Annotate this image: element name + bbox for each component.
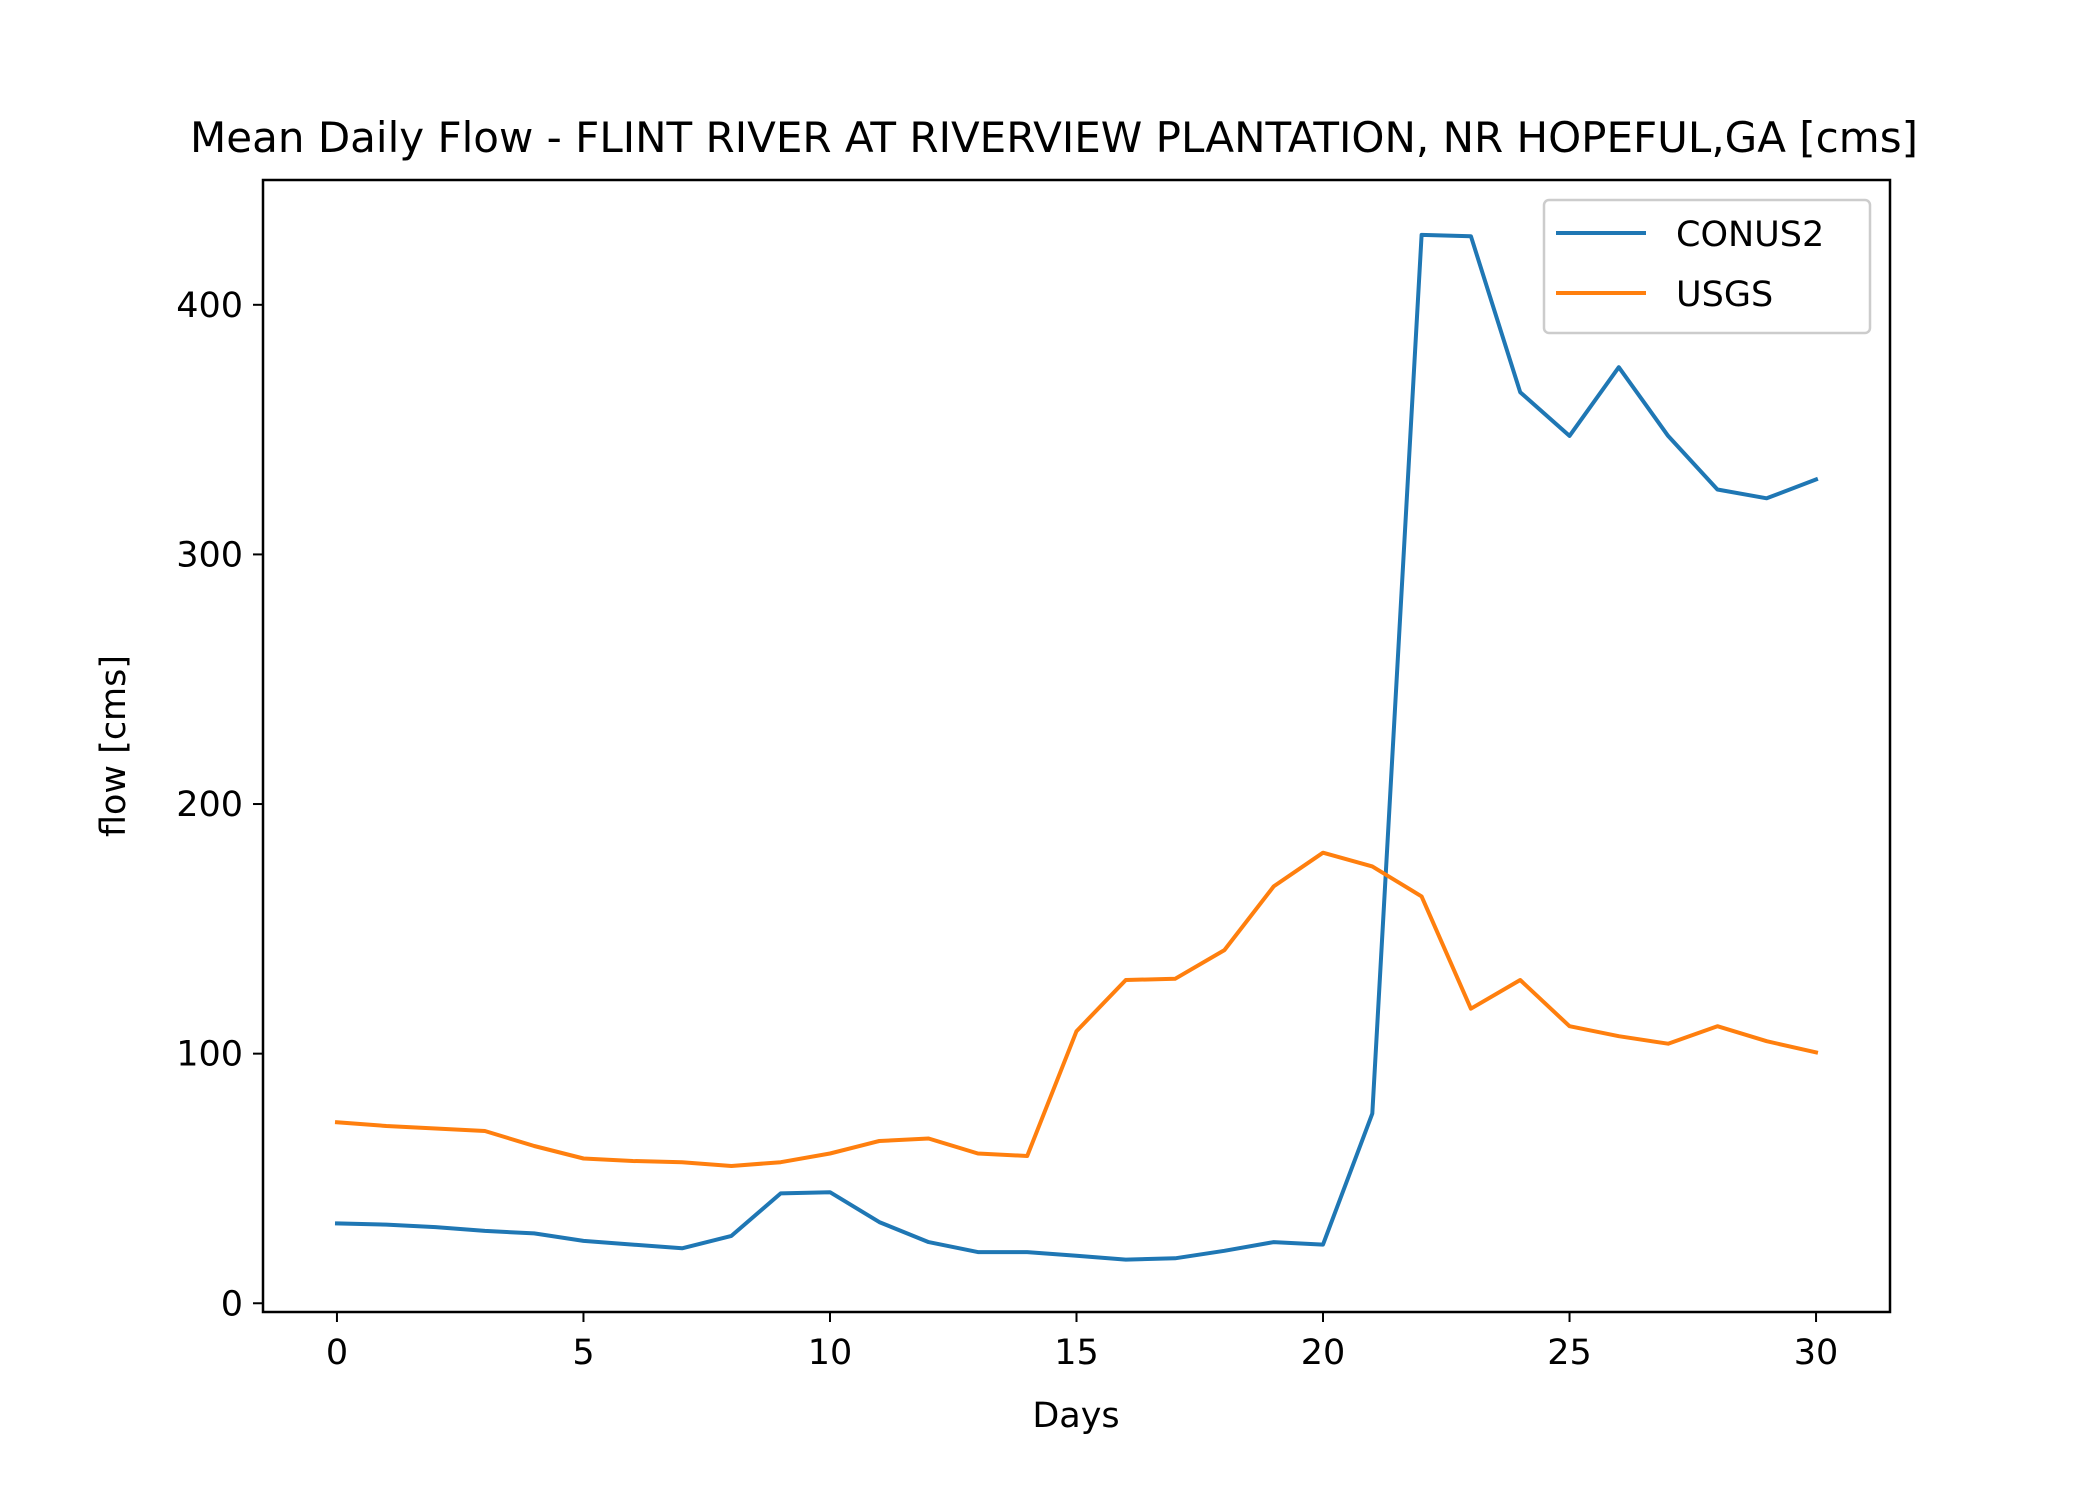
y-tick-label: 0 — [221, 1284, 243, 1324]
legend: CONUS2 USGS — [1542, 198, 1872, 335]
series-line-usgs — [334, 850, 1819, 1168]
x-tick-label: 5 — [572, 1333, 594, 1373]
y-tick-label: 400 — [176, 286, 243, 326]
x-tick-label: 15 — [1054, 1333, 1099, 1373]
y-tick-label: 200 — [176, 785, 243, 825]
legend-label-usgs: USGS — [1676, 275, 1773, 315]
y-tick-label: 300 — [176, 535, 243, 575]
legend-label-conus2: CONUS2 — [1676, 215, 1824, 255]
x-tick-label: 0 — [326, 1333, 348, 1373]
x-tick-label: 20 — [1301, 1333, 1346, 1373]
series-layer — [334, 232, 1819, 1262]
y-tick-label: 100 — [176, 1035, 243, 1075]
plot-frame — [261, 178, 1892, 1314]
x-tick-label: 25 — [1547, 1333, 1592, 1373]
series-line-conus2 — [334, 232, 1819, 1262]
x-axis-ticks: 0 5 10 15 20 25 30 — [326, 1312, 1839, 1373]
x-tick-label: 10 — [808, 1333, 853, 1373]
y-axis-label: flow [cms] — [94, 655, 134, 837]
x-tick-label: 30 — [1794, 1333, 1839, 1373]
plot-area — [263, 180, 1890, 1312]
chart-title: Mean Daily Flow - FLINT RIVER AT RIVERVI… — [190, 113, 1918, 162]
x-axis-label: Days — [1032, 1396, 1119, 1436]
y-axis-ticks: 0 100 200 300 400 — [176, 286, 263, 1324]
